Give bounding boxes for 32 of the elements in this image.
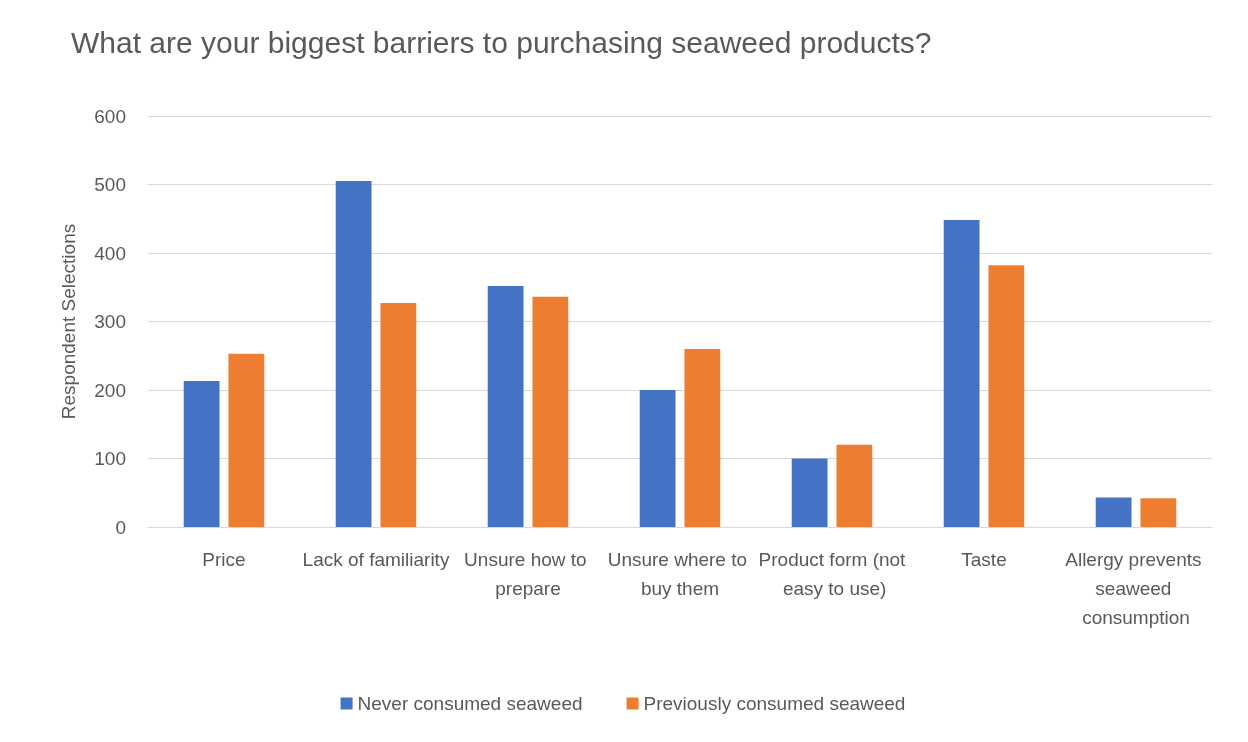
bar [791,458,828,527]
bar [1095,497,1132,527]
legend-label: Never consumed seaweed [357,693,583,714]
bar [639,390,676,527]
bar [228,353,265,527]
y-tick-label: 600 [94,105,126,127]
x-tick-label: Lack of familiarity [302,549,450,570]
x-tick-label: Unsure how to prepare [464,549,592,599]
bar [335,181,372,527]
bar [183,381,220,527]
y-tick-label: 500 [94,174,126,195]
legend-label: Previously consumed seaweed [643,693,906,714]
x-tick-label: Taste [961,549,1007,570]
x-tick-label: Allergy prevents seaweed consumption [1065,549,1207,628]
bar [836,444,873,527]
y-tick-label: 400 [94,242,126,264]
bar [487,285,524,527]
bar [380,303,417,527]
x-tick-label: Price [202,549,246,570]
y-tick-label: 0 [115,516,126,538]
y-tick-label: 300 [94,311,126,332]
chart-title: What are your biggest barriers to purchasing seaweed products? [71,25,932,59]
bar [1140,498,1177,527]
bar [684,348,721,527]
y-axis-title: Respondent Selections [58,223,79,420]
y-tick-label: 100 [94,448,126,469]
x-tick-label: Unsure where to buy them [607,549,753,599]
y-tick-label: 200 [94,379,126,401]
bar [988,265,1025,527]
x-tick-label: Product form (not easy to use) [758,549,907,599]
bar [532,296,569,527]
bar [943,220,980,527]
